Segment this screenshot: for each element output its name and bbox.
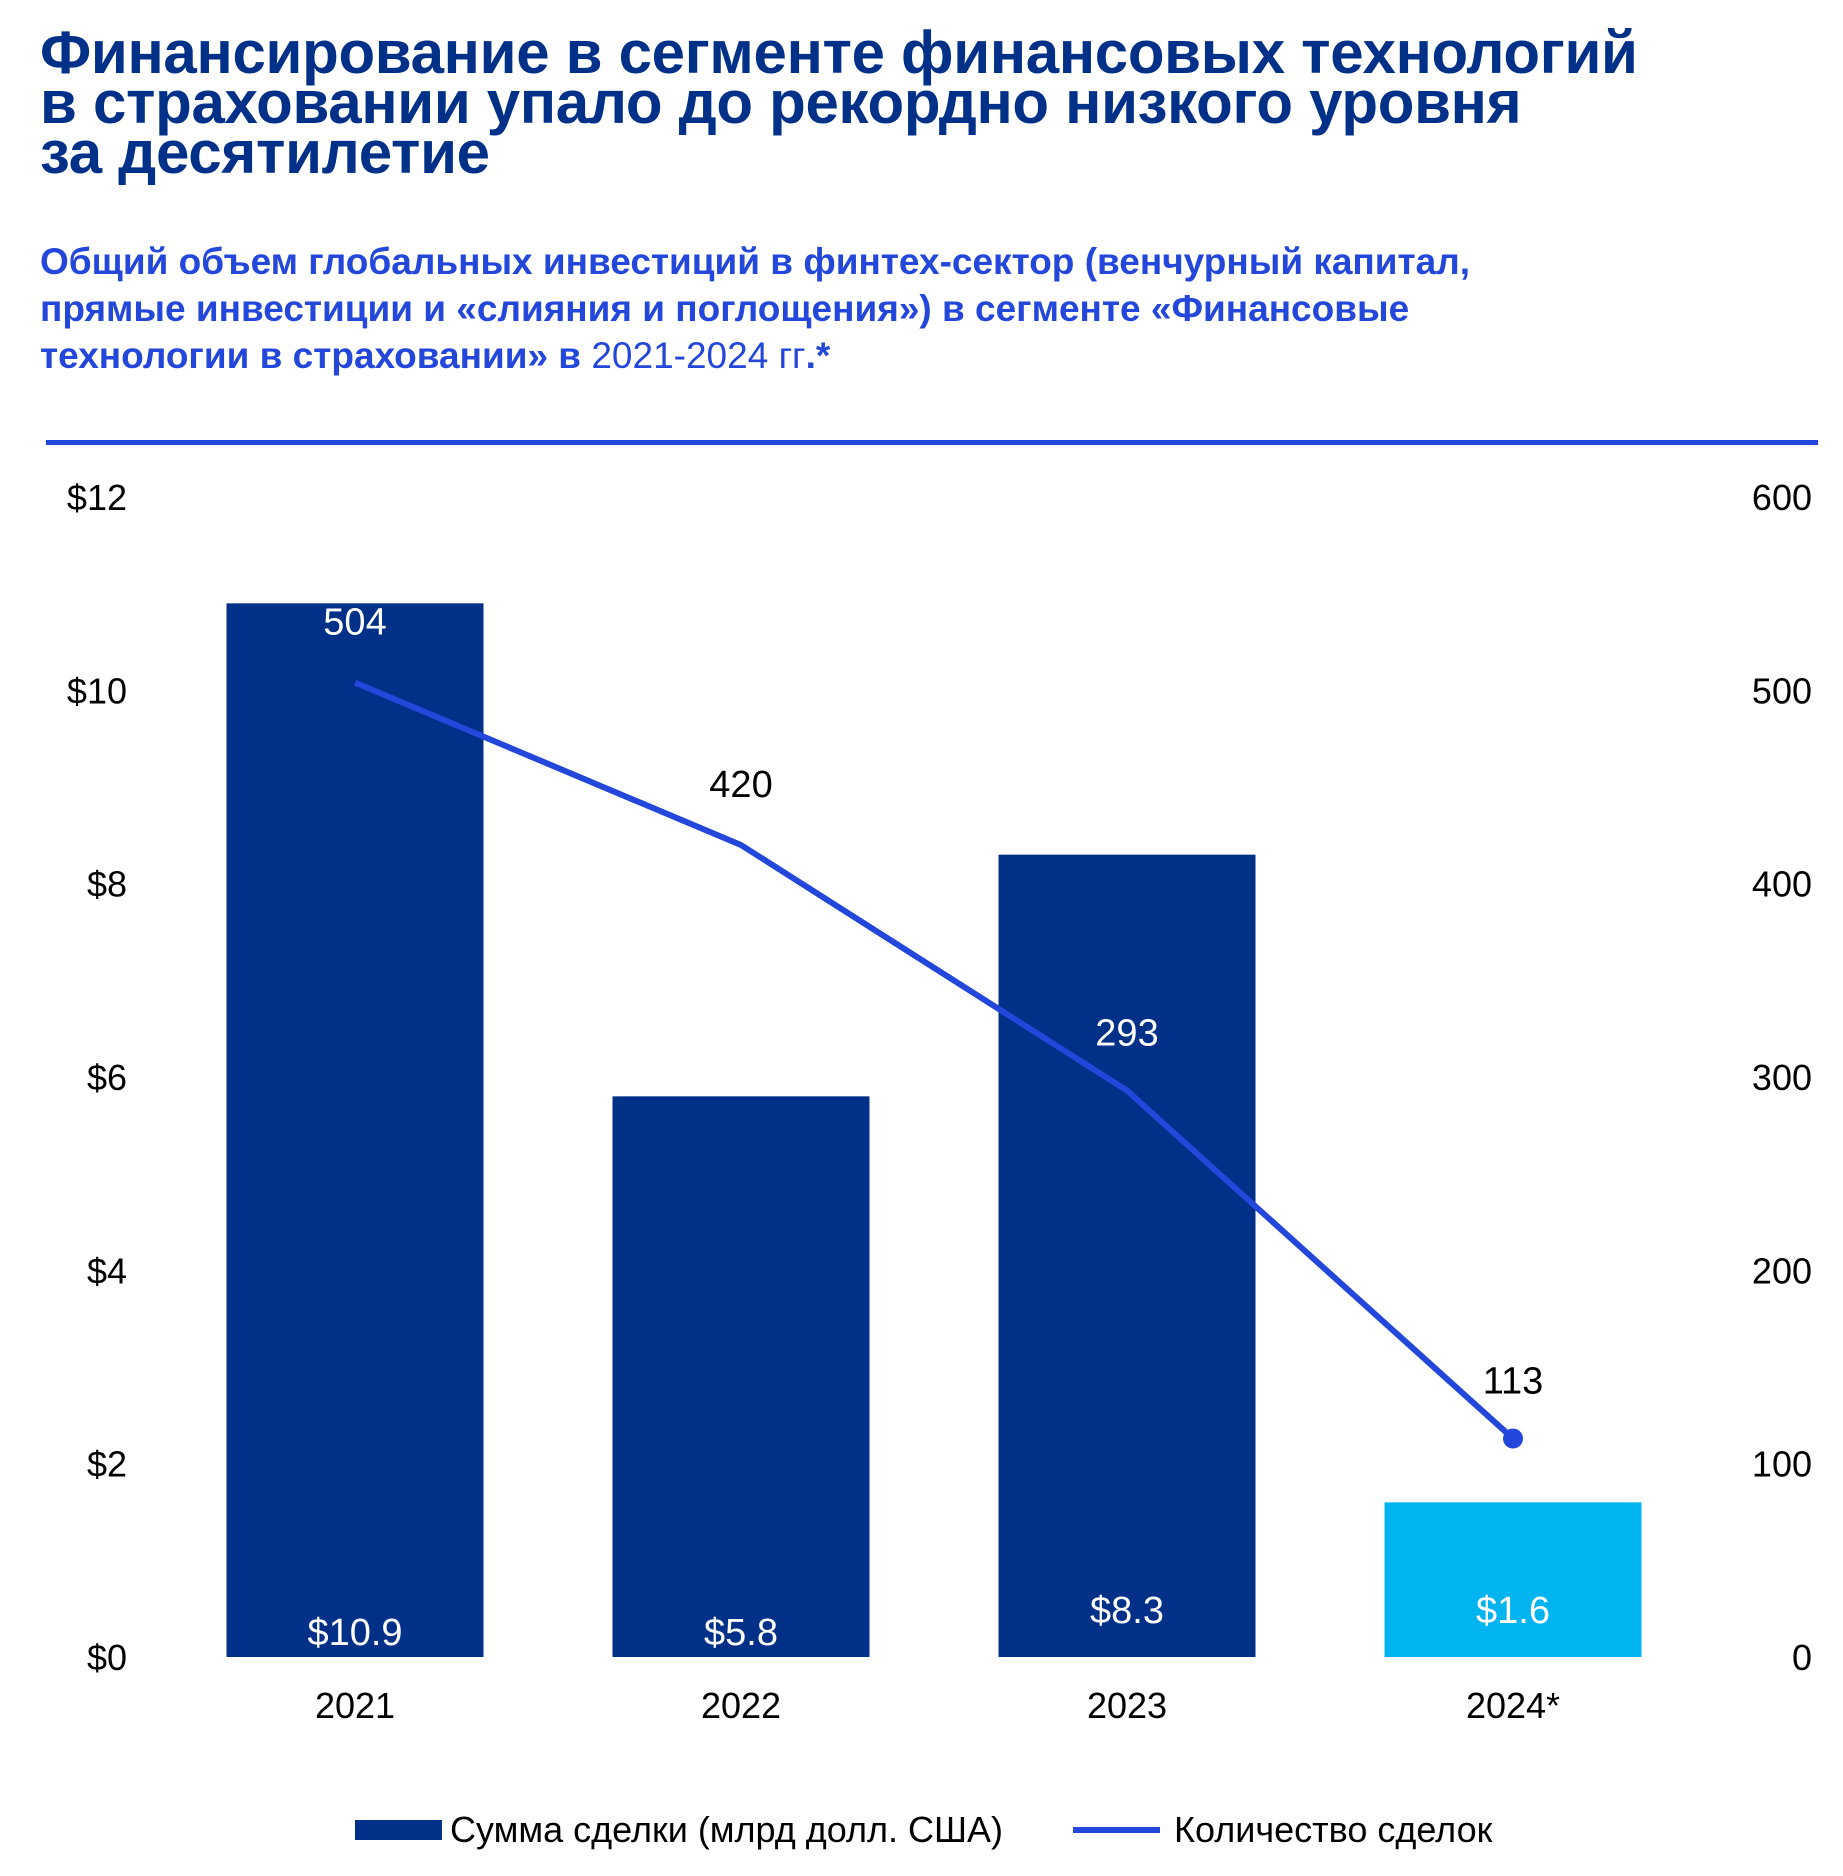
left-axis-tick-label: $6: [87, 1057, 127, 1098]
left-axis-tick-label: $0: [87, 1637, 127, 1678]
subtitle-line-3-text: технологии в страховании» в: [40, 335, 592, 376]
deal-count-line-layer: [353, 679, 1523, 1449]
subtitle-suffix: .*: [805, 335, 831, 376]
title-line-3: за десятилетие: [40, 119, 490, 186]
right-axis-tick-label: 400: [1752, 864, 1812, 905]
x-axis-label: 2022: [701, 1685, 781, 1726]
deal-count-label: 293: [1095, 1013, 1158, 1055]
legend-item-deal-count: Количество сделок: [1073, 1809, 1492, 1851]
bar-value-label: $10.9: [307, 1612, 402, 1654]
subtitle-line-2: прямые инвестиции и «слияния и поглощени…: [40, 288, 1410, 329]
subtitle-line-1: Общий объем глобальных инвестиций в финт…: [40, 241, 1471, 282]
right-axis-tick-label: 500: [1752, 670, 1812, 711]
deal-count-labels: 504 420 293 113: [323, 602, 1543, 1403]
right-axis-tick-label: 100: [1752, 1444, 1812, 1485]
x-axis-labels: 2021 2022 2023 2024*: [315, 1685, 1560, 1726]
title-line-2: в страховании упало до рекордно низкого …: [40, 69, 1522, 136]
bars: [226, 603, 1642, 1658]
chart-subtitle: Общий объем глобальных инвестиций в финт…: [40, 238, 1830, 379]
x-axis-label: 2021: [315, 1685, 395, 1726]
bar-2021: [226, 603, 484, 1658]
deal-count-label: 504: [323, 602, 386, 644]
bar-value-label: $1.6: [1476, 1590, 1550, 1632]
bar-2022: [612, 1096, 870, 1657]
legend: Сумма сделки (млрд долл. США) Количество…: [355, 1808, 1562, 1852]
header-divider: [46, 440, 1818, 445]
deal-count-line: [353, 679, 1516, 1441]
right-axis-ticks: 0 100 200 300 400 500 600: [1752, 477, 1812, 1678]
left-axis-tick-label: $2: [87, 1444, 127, 1485]
bar-value-label: $8.3: [1090, 1590, 1164, 1632]
left-axis-tick-label: $8: [87, 864, 127, 905]
left-axis-tick-label: $4: [87, 1250, 127, 1291]
legend-line-swatch: [1073, 1827, 1161, 1833]
left-axis-tick-label: $12: [67, 477, 127, 518]
right-axis-tick-label: 300: [1752, 1057, 1812, 1098]
x-axis-label: 2023: [1087, 1685, 1167, 1726]
bar-value-label: $5.8: [704, 1612, 778, 1654]
title-line-1: Финансирование в сегменте финансовых тех…: [40, 19, 1638, 86]
x-axis-label: 2024*: [1466, 1685, 1560, 1726]
legend-item-deal-amount: Сумма сделки (млрд долл. США): [355, 1809, 1003, 1851]
right-axis-tick-label: 200: [1752, 1250, 1812, 1291]
legend-bar-swatch: [355, 1820, 442, 1840]
subtitle-years: 2021-2024 гг: [591, 335, 806, 376]
right-axis-tick-label: 0: [1792, 1637, 1812, 1678]
deal-count-point-marker: [1503, 1428, 1523, 1449]
bar-2023: [998, 854, 1256, 1657]
deal-count-label: 113: [1483, 1361, 1544, 1403]
bar-2024: [1384, 1502, 1642, 1657]
left-axis-tick-label: $10: [67, 670, 127, 711]
legend-bar-label: Сумма сделки (млрд долл. США): [450, 1809, 1004, 1850]
legend-line-label: Количество сделок: [1174, 1809, 1493, 1850]
bar-value-labels: $10.9 $5.8 $8.3 $1.6: [307, 1590, 1550, 1654]
left-axis-ticks: $0 $2 $4 $6 $8 $10 $12: [67, 477, 127, 1678]
subtitle-line-3: технологии в страховании» в 2021-2024 гг…: [40, 332, 1830, 379]
deal-count-label: 420: [709, 764, 772, 806]
right-axis-tick-label: 600: [1752, 477, 1812, 518]
chart-title: Финансирование в сегменте финансовых тех…: [40, 19, 1830, 186]
